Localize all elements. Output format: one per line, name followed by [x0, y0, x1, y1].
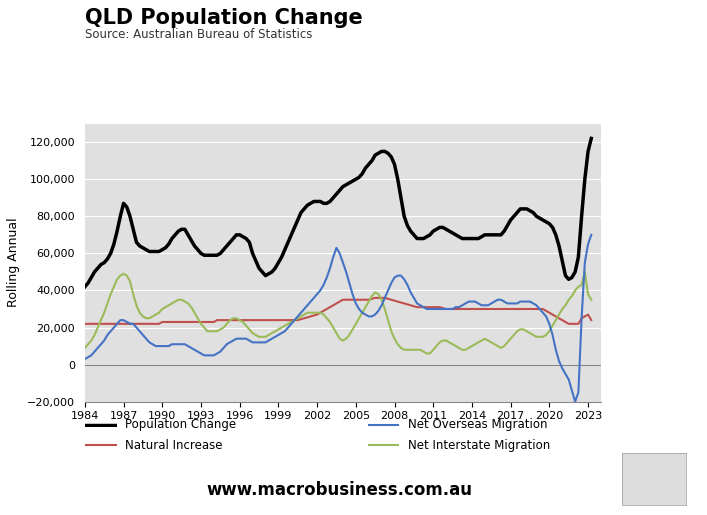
Text: BUSINESS: BUSINESS: [578, 40, 660, 55]
Text: www.macrobusiness.com.au: www.macrobusiness.com.au: [206, 482, 472, 499]
Text: MACRO: MACRO: [588, 16, 649, 31]
Text: Net Interstate Migration: Net Interstate Migration: [408, 439, 550, 452]
Text: Source: Australian Bureau of Statistics: Source: Australian Bureau of Statistics: [85, 28, 312, 41]
Y-axis label: Rolling Annual: Rolling Annual: [7, 218, 21, 307]
Text: Net Overseas Migration: Net Overseas Migration: [408, 418, 547, 432]
Text: Natural Increase: Natural Increase: [125, 439, 223, 452]
Text: Population Change: Population Change: [125, 418, 236, 432]
Text: QLD Population Change: QLD Population Change: [85, 8, 363, 28]
